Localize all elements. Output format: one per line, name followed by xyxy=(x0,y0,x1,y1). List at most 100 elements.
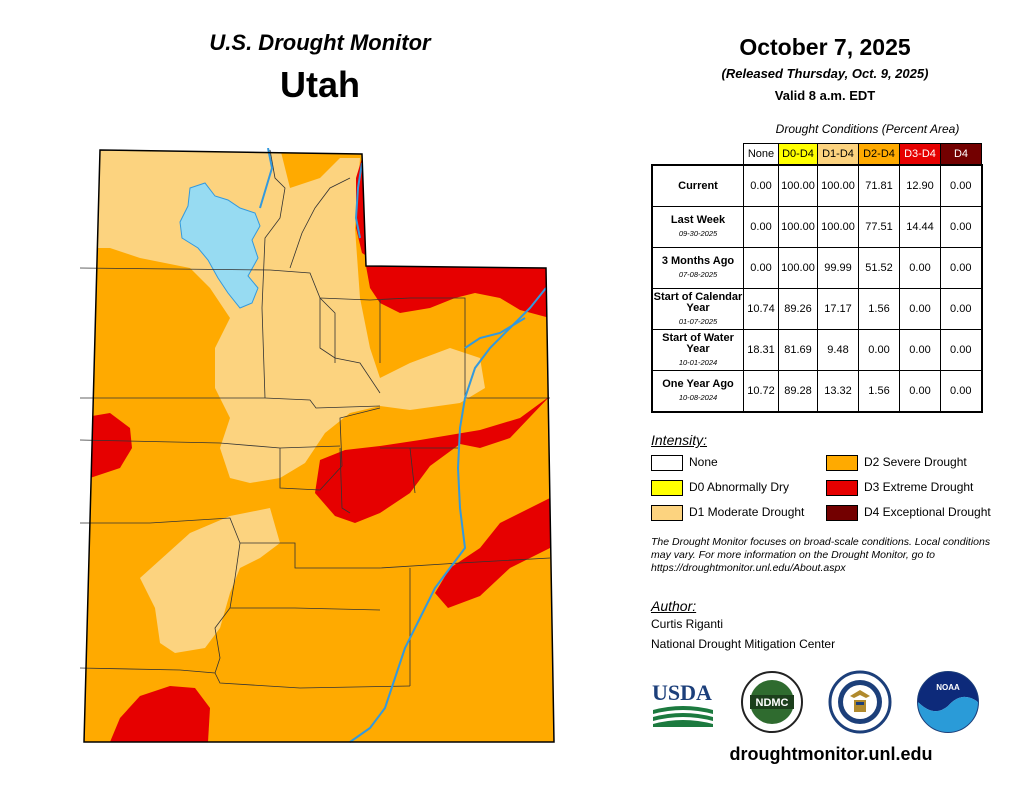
d3-extreme-area-northeast xyxy=(366,266,550,318)
cell-d3-d4: 0.00 xyxy=(899,288,941,330)
usda-logo-text: USDA xyxy=(652,680,712,705)
great-salt-lake xyxy=(179,182,261,309)
state-name: Utah xyxy=(280,64,360,105)
legend-swatch xyxy=(651,455,683,471)
cell-d1-d4: 17.17 xyxy=(817,288,859,330)
cell-d3-d4: 0.00 xyxy=(899,247,941,289)
row-date: 09-30-2025 xyxy=(678,229,718,238)
state-outline xyxy=(83,149,555,743)
legend-label: D3 Extreme Drought xyxy=(864,480,974,494)
legend-swatch xyxy=(826,505,858,521)
row-label: Last Week 09-30-2025 xyxy=(651,206,744,248)
d3-extreme-area-southwest xyxy=(110,686,210,742)
legend-label: D0 Abnormally Dry xyxy=(689,480,790,494)
d3-extreme-area-southeast xyxy=(435,498,550,608)
valid-time: Valid 8 a.m. EDT xyxy=(774,88,876,103)
row-label: Start of Water Year 10-01-2024 xyxy=(651,329,744,371)
cell-d1-d4: 100.00 xyxy=(817,164,859,207)
disclaimer-note: The Drought Monitor focuses on broad-sca… xyxy=(651,536,991,574)
table-row: Last Week 09-30-2025 0.00 100.00 100.00 7… xyxy=(651,206,983,248)
cell-d3-d4: 12.90 xyxy=(899,164,941,207)
cell-d0-d4: 100.00 xyxy=(778,206,818,248)
col-header-d4: D4 xyxy=(940,143,982,166)
noaa-logo-text: NOAA xyxy=(936,683,960,692)
cell-d0-d4: 100.00 xyxy=(778,164,818,207)
row-label: 3 Months Ago 07-08-2025 xyxy=(651,247,744,289)
cell-d3-d4: 14.44 xyxy=(899,206,941,248)
table-row: 3 Months Ago 07-08-2025 0.00 100.00 99.99… xyxy=(651,247,983,289)
cell-d3-d4: 0.00 xyxy=(899,329,941,371)
cell-none: 10.74 xyxy=(743,288,779,330)
cell-d2-d4: 1.56 xyxy=(858,370,900,413)
row-label-text: One Year Ago xyxy=(662,378,734,390)
d1-moderate-area-south xyxy=(140,508,280,653)
cell-d2-d4: 77.51 xyxy=(858,206,900,248)
cell-d3-d4: 0.00 xyxy=(899,370,941,413)
legend-label: D1 Moderate Drought xyxy=(689,505,805,519)
row-date: 10-01-2024 xyxy=(678,357,718,367)
row-label: One Year Ago 10-08-2024 xyxy=(651,370,744,413)
col-header-d0-d4: D0-D4 xyxy=(778,143,818,166)
ndmc-logo: NDMC xyxy=(741,671,803,733)
legend-title: Intensity: xyxy=(651,432,708,448)
cell-d2-d4: 0.00 xyxy=(858,329,900,371)
row-label-text: 3 Months Ago xyxy=(661,255,735,267)
cell-d2-d4: 71.81 xyxy=(858,164,900,207)
cell-d0-d4: 100.00 xyxy=(778,247,818,289)
table-row: One Year Ago 10-08-2024 10.72 89.28 13.32… xyxy=(651,370,983,413)
cell-d4: 0.00 xyxy=(940,370,983,413)
cell-d4: 0.00 xyxy=(940,288,983,330)
release-date: (Released Thursday, Oct. 9, 2025) xyxy=(721,66,929,81)
cell-d4: 0.00 xyxy=(940,329,983,371)
row-label-text: Start of Calendar Year xyxy=(653,290,743,314)
cell-none: 0.00 xyxy=(743,247,779,289)
row-label-text: Start of Water Year xyxy=(662,331,734,355)
cell-none: 0.00 xyxy=(743,206,779,248)
cell-none: 10.72 xyxy=(743,370,779,413)
row-date: 01-07-2025 xyxy=(678,316,718,326)
cell-d2-d4: 51.52 xyxy=(858,247,900,289)
row-label: Start of Calendar Year 01-07-2025 xyxy=(651,288,744,330)
ndmc-logo-text: NDMC xyxy=(756,697,789,709)
row-date: 10-08-2024 xyxy=(678,393,718,402)
table-row: Current 0.00 100.00 100.00 71.81 12.90 0… xyxy=(651,164,983,207)
legend-label: D2 Severe Drought xyxy=(864,455,967,469)
cell-d1-d4: 100.00 xyxy=(817,206,859,248)
d3-extreme-area-east xyxy=(315,396,550,523)
author-name: Curtis Riganti xyxy=(651,617,724,631)
cell-d0-d4: 81.69 xyxy=(778,329,818,371)
noaa-logo: NOAA xyxy=(917,671,979,733)
cell-d1-d4: 9.48 xyxy=(817,329,859,371)
row-label: Current xyxy=(651,164,744,207)
cell-d4: 0.00 xyxy=(940,164,983,207)
cell-d2-d4: 1.56 xyxy=(858,288,900,330)
row-label-text: Current xyxy=(678,179,718,192)
col-header-d3-d4: D3-D4 xyxy=(899,143,941,166)
legend-label: D4 Exceptional Drought xyxy=(864,505,991,519)
col-header-d2-d4: D2-D4 xyxy=(858,143,900,166)
author-organization: National Drought Mitigation Center xyxy=(651,637,836,651)
table-corner xyxy=(652,143,744,166)
cell-d4: 0.00 xyxy=(940,247,983,289)
cell-d1-d4: 13.32 xyxy=(817,370,859,413)
commerce-seal-logo xyxy=(828,670,892,734)
table-row: Start of Calendar Year 01-07-2025 10.74 8… xyxy=(651,288,983,330)
col-header-none: None xyxy=(743,143,779,166)
table-row: Start of Water Year 10-01-2024 18.31 81.6… xyxy=(651,329,983,371)
table-caption: Drought Conditions (Percent Area) xyxy=(775,122,960,136)
legend-label: None xyxy=(689,455,718,469)
row-date: 07-08-2025 xyxy=(678,270,718,279)
cell-d1-d4: 99.99 xyxy=(817,247,859,289)
cell-none: 0.00 xyxy=(743,164,779,207)
row-label-text: Last Week xyxy=(670,214,726,226)
drought-conditions-table: None D0-D4 D1-D4 D2-D4 D3-D4 D4 Current … xyxy=(651,143,983,413)
utah-drought-map xyxy=(80,148,555,743)
website-url: droughtmonitor.unl.edu xyxy=(729,744,933,764)
legend-swatch xyxy=(826,455,858,471)
col-header-d1-d4: D1-D4 xyxy=(817,143,859,166)
usda-logo: USDA xyxy=(652,680,713,727)
cell-d0-d4: 89.26 xyxy=(778,288,818,330)
legend-swatch xyxy=(651,480,683,496)
legend-swatch xyxy=(826,480,858,496)
legend-swatch xyxy=(651,505,683,521)
